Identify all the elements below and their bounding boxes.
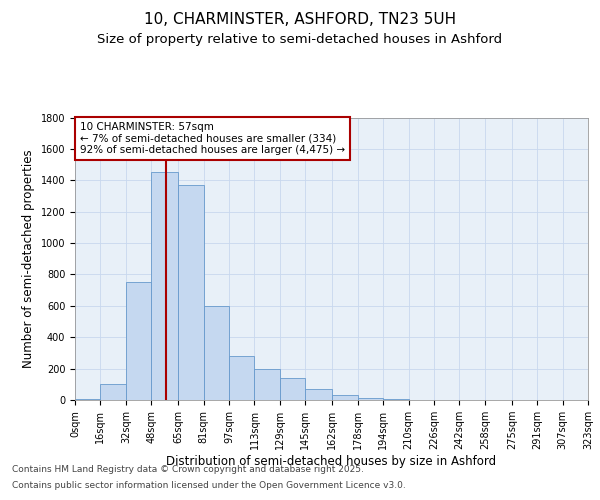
Bar [305, 389, 332, 400]
Bar [254, 368, 280, 400]
Text: 10, CHARMINSTER, ASHFORD, TN23 5UH: 10, CHARMINSTER, ASHFORD, TN23 5UH [144, 12, 456, 28]
Bar [280, 378, 305, 400]
Bar [203, 306, 229, 400]
Bar [358, 398, 383, 400]
Text: Size of property relative to semi-detached houses in Ashford: Size of property relative to semi-detach… [97, 32, 503, 46]
Bar [126, 282, 151, 400]
Bar [75, 399, 100, 400]
Bar [151, 172, 178, 400]
Bar [332, 396, 358, 400]
Bar [178, 185, 203, 400]
Text: Contains public sector information licensed under the Open Government Licence v3: Contains public sector information licen… [12, 480, 406, 490]
Text: 10 CHARMINSTER: 57sqm
← 7% of semi-detached houses are smaller (334)
92% of semi: 10 CHARMINSTER: 57sqm ← 7% of semi-detac… [80, 122, 345, 155]
Y-axis label: Number of semi-detached properties: Number of semi-detached properties [22, 150, 35, 368]
Bar [229, 356, 254, 400]
Text: Contains HM Land Registry data © Crown copyright and database right 2025.: Contains HM Land Registry data © Crown c… [12, 466, 364, 474]
X-axis label: Distribution of semi-detached houses by size in Ashford: Distribution of semi-detached houses by … [166, 455, 497, 468]
Bar [100, 384, 126, 400]
Bar [383, 399, 409, 400]
